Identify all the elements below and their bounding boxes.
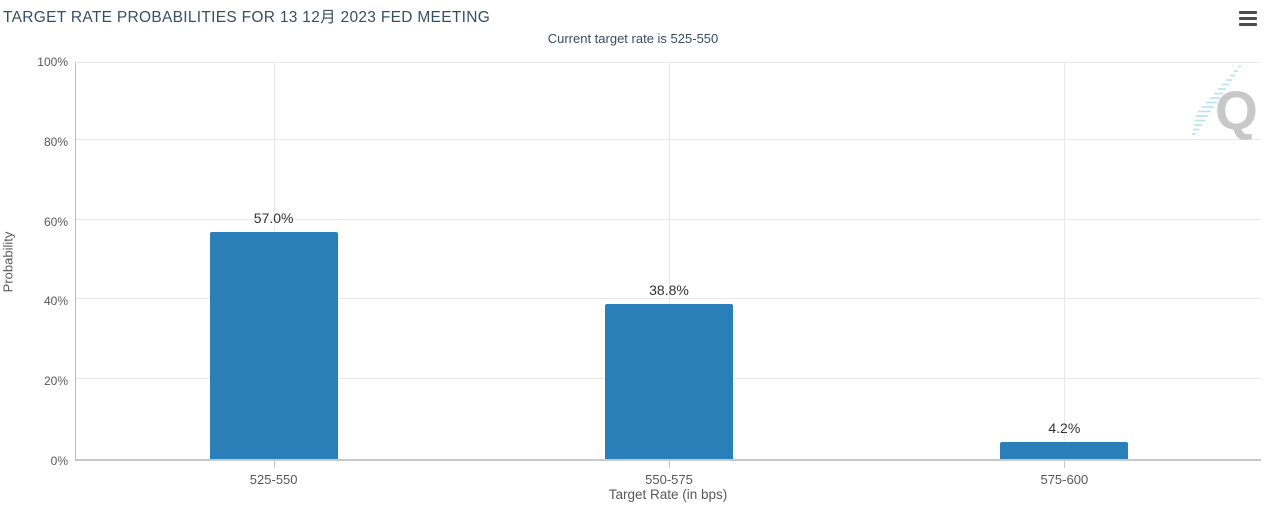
chart-title: TARGET RATE PROBABILITIES FOR 13 12月 202… [3, 9, 491, 26]
x-axis-tick-mark [273, 459, 275, 468]
y-axis-tick-labels: 0% 20% 40% 60% 80% 100% [0, 55, 68, 468]
hamburger-bar [1239, 11, 1257, 15]
y-tick-label: 40% [43, 294, 68, 309]
watermark-dashes [1192, 65, 1241, 135]
probability-bar-575-600[interactable] [1000, 442, 1129, 459]
y-tick-label: 60% [43, 214, 68, 229]
horizontal-gridline [76, 138, 1261, 140]
hamburger-bar [1239, 22, 1257, 26]
probability-bar-550-575[interactable] [605, 304, 733, 459]
chart-subtitle: Current target rate is 525-550 [547, 31, 719, 46]
hamburger-menu-icon[interactable] [1239, 11, 1257, 26]
quikstrike-watermark-logo: Q [1192, 65, 1258, 141]
bar-value-label: 57.0% [253, 209, 294, 226]
hamburger-bar [1239, 16, 1257, 21]
horizontal-gridline [76, 298, 1261, 300]
plot-area: 57.0% 525-550 38.8% 550-575 4.2% 575-600 [75, 62, 1261, 487]
y-tick-label: 100% [37, 55, 68, 69]
y-tick-label: 0% [50, 454, 68, 468]
bar-value-label: 4.2% [1048, 420, 1081, 437]
bar-value-label: 38.8% [649, 282, 689, 299]
y-tick-label: 20% [43, 374, 68, 389]
x-axis-title: Target Rate (in bps) [608, 487, 728, 502]
x-axis-tick-mark [669, 459, 670, 468]
x-tick-label: 550-575 [645, 472, 693, 487]
y-tick-label: 80% [43, 134, 68, 149]
probability-bar-525-550[interactable] [209, 231, 338, 459]
vertical-gridline [1064, 63, 1066, 459]
watermark-q-letter: Q [1215, 79, 1258, 141]
x-tick-label: 575-600 [1040, 472, 1089, 487]
x-tick-label: 525-550 [249, 472, 298, 487]
x-axis-tick-mark [1064, 459, 1066, 468]
vertical-gridline [669, 63, 670, 459]
horizontal-gridline [76, 218, 1261, 220]
